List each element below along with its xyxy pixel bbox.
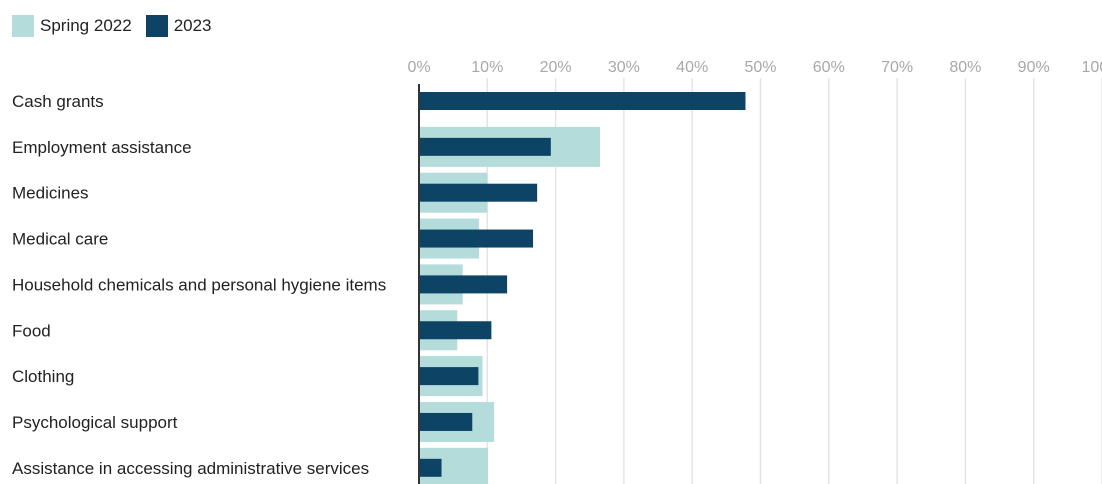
- category-label: Cash grants: [12, 92, 104, 111]
- category-label: Food: [12, 321, 51, 340]
- x-tick-label: 90%: [1018, 59, 1050, 76]
- x-tick-label: 0%: [407, 59, 430, 76]
- category-label: Clothing: [12, 367, 74, 386]
- x-tick-label: 40%: [676, 59, 708, 76]
- x-tick-label: 10%: [471, 59, 503, 76]
- legend-swatch-spring-2022: [12, 15, 34, 37]
- x-tick-label: 60%: [813, 59, 845, 76]
- category-label: Assistance in accessing administrative s…: [12, 459, 369, 478]
- category-label: Household chemicals and personal hygiene…: [12, 275, 386, 294]
- x-tick-label: 50%: [744, 59, 776, 76]
- x-tick-label: 70%: [881, 59, 913, 76]
- legend-swatch-2023: [145, 15, 168, 37]
- bar-2023: [419, 229, 534, 248]
- category-label: Psychological support: [12, 413, 178, 432]
- bar-2023: [419, 412, 473, 431]
- x-tick-label: 100%: [1082, 59, 1102, 76]
- category-label: Employment assistance: [12, 138, 192, 157]
- category-label: Medical care: [12, 230, 108, 249]
- category-label: Medicines: [12, 184, 89, 203]
- legend-item-spring-2022: Spring 2022: [12, 15, 132, 37]
- bar-2023: [419, 458, 442, 477]
- bar-2023: [419, 137, 551, 156]
- x-tick-label: 20%: [540, 59, 572, 76]
- bar-2023: [419, 367, 479, 386]
- legend-item-2023: 2023: [145, 15, 212, 37]
- bar-2023: [419, 275, 508, 294]
- x-tick-label: 30%: [608, 59, 640, 76]
- legend-label-2023: 2023: [173, 16, 212, 35]
- legend: Spring 2022 2023: [12, 14, 226, 38]
- bar-2023: [419, 92, 746, 110]
- legend-label-spring-2022: Spring 2022: [40, 16, 132, 35]
- bar-2023: [419, 321, 492, 340]
- bar-2023: [419, 183, 538, 202]
- x-tick-label: 80%: [949, 59, 981, 76]
